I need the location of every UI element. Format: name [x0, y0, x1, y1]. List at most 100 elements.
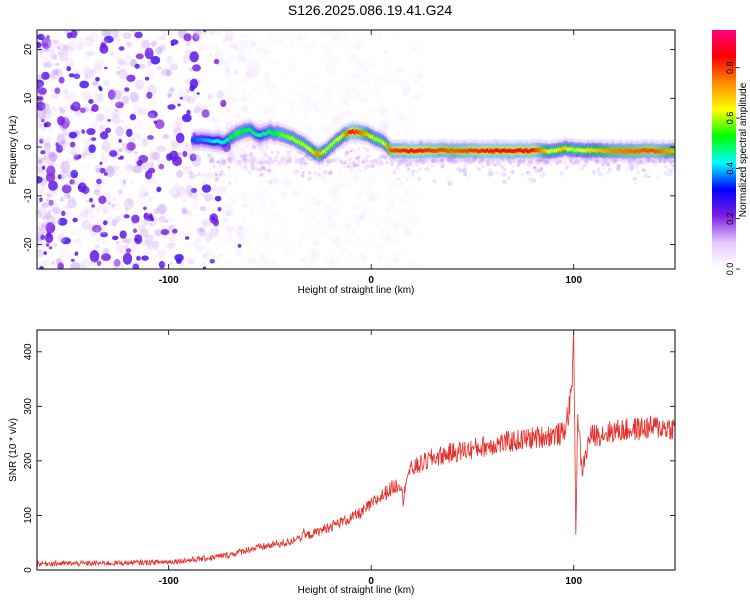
spectrogram-cell	[532, 165, 537, 170]
spectrogram-cell	[132, 151, 138, 157]
spectrogram-cell	[257, 141, 261, 145]
spectrogram-cell	[386, 57, 390, 62]
spectrogram-cell	[495, 155, 500, 160]
spectrogram-cell	[369, 159, 374, 163]
spectrogram-cell	[191, 188, 197, 193]
spectrogram-cell	[317, 30, 326, 36]
spectrogram-cell	[147, 233, 156, 241]
spectrogram-cell	[343, 100, 351, 107]
spectrogram-cell	[365, 59, 372, 65]
spectrogram-cell	[285, 179, 289, 184]
spectrogram-cell	[145, 170, 153, 180]
spectrogram-frame	[36, 29, 676, 270]
spectrogram-cell	[400, 215, 411, 228]
spectrogram-cell	[287, 97, 297, 108]
spectrogram-cell	[169, 262, 174, 265]
spectrogram-cell	[616, 164, 619, 167]
spectrogram-cell	[381, 118, 392, 130]
spectrogram-cell	[322, 30, 332, 36]
spectrogram-cell	[156, 145, 166, 153]
spectrogram-cell	[88, 144, 96, 154]
spectrogram-cell	[378, 75, 386, 82]
spectrogram-cell	[346, 84, 355, 93]
spectrogram-cell	[125, 41, 130, 46]
spectrogram-cell	[360, 253, 367, 262]
spectrogram-cell	[78, 177, 86, 184]
spectrogram-cell	[119, 230, 127, 239]
spectrogram-cell	[375, 255, 382, 261]
spectrogram-cell	[266, 221, 272, 227]
spectrogram-cell	[255, 166, 259, 169]
y-tick-label: 300	[23, 398, 34, 415]
spectrogram-cell	[58, 121, 66, 130]
spectrogram-cell	[219, 30, 223, 34]
spectrogram-cell	[224, 67, 231, 74]
spectrogram-cell	[185, 258, 195, 265]
spectrogram-cell	[373, 32, 382, 40]
spectrogram-cell	[102, 32, 107, 36]
spectrogram-cell	[352, 160, 355, 163]
spectrogram-cell	[656, 175, 659, 178]
spectrogram-cell	[403, 193, 409, 198]
spectrogram-cell	[609, 164, 612, 167]
spectrogram-cell	[40, 187, 48, 195]
spectrogram-cell	[167, 88, 174, 96]
spectrogram-cell	[47, 49, 57, 60]
spectrogram-cell	[265, 77, 271, 84]
spectrogram-cell	[303, 50, 313, 58]
colorbar-tick-label: 0.0	[725, 263, 735, 276]
spectrogram-cell	[203, 193, 213, 202]
spectrogram-cell	[150, 41, 157, 47]
spectrogram-cell	[205, 233, 212, 241]
spectrogram-cell	[60, 66, 64, 69]
spectrogram-cell	[385, 207, 390, 211]
spectrogram-cell	[317, 159, 322, 164]
spectrogram-cell	[405, 212, 416, 222]
y-tick-label: -20	[23, 237, 34, 252]
spectrogram-cell	[273, 158, 277, 162]
snr-x-axis: -100 0 100	[159, 330, 583, 587]
spectrogram-cell	[342, 177, 351, 187]
spectrogram-cell	[284, 180, 291, 188]
spectrogram-cell	[343, 204, 350, 212]
spectrogram-cell	[279, 190, 288, 198]
spectrogram-cell	[69, 179, 75, 185]
spectrogram-cell	[326, 227, 332, 232]
spectrogram-cell	[52, 207, 61, 215]
spectrogram-cell	[56, 257, 62, 265]
spectrogram-cell	[49, 202, 59, 210]
spectrogram-cell	[287, 55, 292, 60]
spectrogram-cell	[502, 179, 507, 185]
spectrogram-cell	[37, 262, 40, 269]
spectrogram-cell	[330, 30, 340, 38]
x-tick-label: 100	[565, 275, 582, 286]
spectrogram-cell	[335, 265, 339, 268]
spectrogram-cell	[355, 191, 362, 197]
spectrogram-cell	[382, 232, 391, 242]
spectrogram-cell	[243, 56, 253, 68]
spectrogram-cell	[395, 64, 405, 73]
spectrogram-cell	[306, 154, 311, 159]
spectrogram-cell	[355, 179, 361, 185]
spectrogram-cell	[116, 142, 120, 146]
spectrogram-cell	[286, 150, 291, 155]
spectrogram-cell	[204, 42, 213, 51]
spectrogram-cell	[84, 215, 90, 221]
spectrogram-cell	[37, 157, 44, 163]
spectrogram-cell	[81, 142, 90, 153]
spectrogram-cell	[251, 144, 257, 150]
spectrogram-cell	[315, 190, 322, 196]
spectrogram-cell	[415, 168, 420, 173]
spectrogram-cell	[376, 162, 380, 166]
spectrogram-cell	[376, 246, 387, 259]
spectrogram-cell	[64, 205, 68, 209]
spectrogram-cell	[298, 240, 302, 245]
spectrogram-cell	[316, 230, 324, 238]
spectrogram-cell	[84, 74, 90, 81]
spectrogram-cell	[42, 165, 46, 170]
spectrogram-cell	[193, 30, 202, 36]
spectrogram-cell	[127, 163, 133, 170]
spectrogram-cell	[94, 244, 100, 249]
spectrogram-cell	[307, 171, 312, 175]
spectrogram-cell	[202, 266, 207, 269]
